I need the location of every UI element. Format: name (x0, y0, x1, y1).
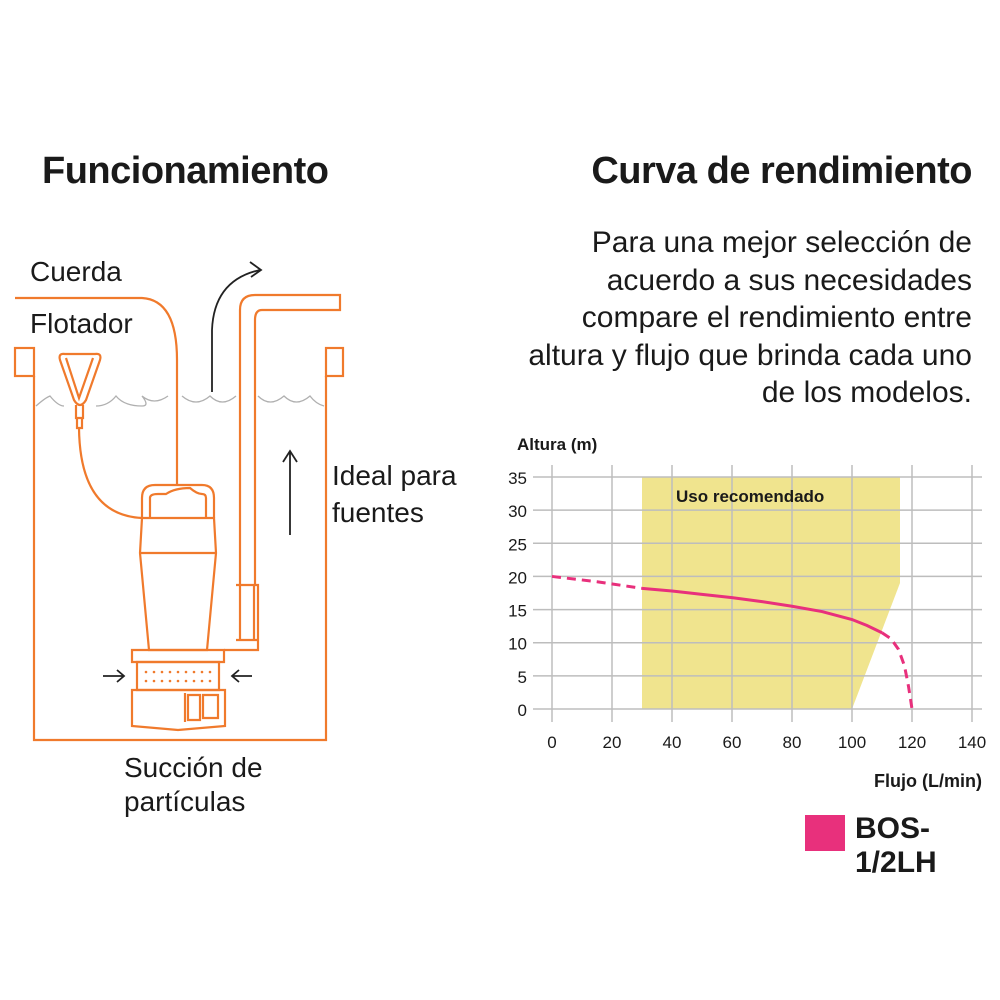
up-arrow (282, 449, 298, 535)
y-tick-label: 25 (508, 535, 527, 554)
x-tick-label: 80 (783, 733, 802, 752)
label-flotador: Flotador (30, 308, 133, 339)
label-ideal-1: Ideal para (332, 460, 457, 491)
x-tick-label: 120 (898, 733, 926, 752)
pump-top (148, 486, 208, 518)
float (58, 352, 102, 407)
x-tick-label: 40 (663, 733, 682, 752)
description-paragraph: Para una mejor selección de acuerdo a su… (528, 226, 972, 409)
x-tick-label: 140 (958, 733, 986, 752)
label-cuerda: Cuerda (30, 256, 122, 287)
y-tick-label: 15 (508, 602, 527, 621)
label-ideal-2: fuentes (332, 497, 424, 528)
label-succion-1: Succión de (124, 752, 263, 783)
pump-handle (140, 483, 216, 518)
label-succion-2: partículas (124, 786, 246, 817)
suction-arrow-right (230, 669, 252, 683)
pump-outlet (224, 583, 260, 652)
series-curve-dashed (881, 631, 914, 710)
water-surface (35, 394, 325, 407)
pump-foot (130, 688, 227, 732)
screen-holes (144, 670, 212, 683)
rope (15, 296, 179, 485)
x-tick-label: 0 (547, 733, 556, 752)
zone-label: Uso recomendado (676, 487, 824, 506)
x-tick-label: 60 (723, 733, 742, 752)
y-tick-label: 30 (508, 502, 527, 521)
series-curve-solid (641, 586, 883, 635)
tank-flange-left (13, 346, 36, 378)
recommended-zone (642, 477, 900, 709)
series-curve-dashed (551, 574, 643, 590)
pump-diagram (13, 261, 345, 742)
pump-base (130, 648, 226, 664)
y-tick-label: 20 (508, 568, 527, 587)
discharge-pipe (238, 293, 342, 585)
y-tick-label: 35 (508, 469, 527, 488)
x-axis-label: Flujo (L/min) (874, 771, 982, 791)
funcionamiento-title: Funcionamiento (42, 150, 329, 192)
outflow-arrow (211, 261, 263, 392)
y-axis-label: Altura (m) (517, 435, 597, 454)
legend-label: BOS-1/2LH (855, 812, 937, 879)
y-tick-label: 10 (508, 635, 527, 654)
tank (32, 376, 328, 742)
x-tick-label: 20 (603, 733, 622, 752)
legend-swatch (805, 815, 845, 851)
tank-flange-right (324, 346, 345, 378)
x-tick-label: 100 (838, 733, 866, 752)
suction-arrow-left (103, 669, 126, 683)
y-tick-label: 0 (518, 701, 527, 720)
y-tick-label: 5 (518, 668, 527, 687)
curva-title: Curva de rendimiento (591, 150, 972, 192)
float-cable (77, 427, 143, 520)
